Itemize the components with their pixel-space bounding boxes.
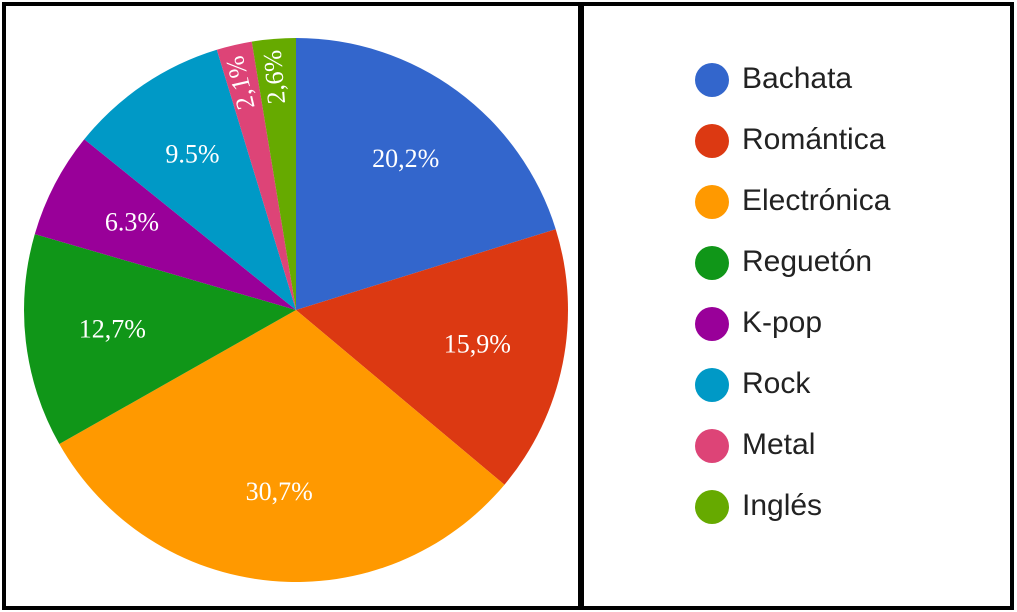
slice-label: 30,7% bbox=[246, 477, 313, 506]
pie-slice bbox=[251, 38, 296, 310]
pie-slice bbox=[216, 41, 296, 310]
legend-label: Reguetón bbox=[742, 245, 872, 278]
legend-label: Electrónica bbox=[742, 184, 891, 217]
pie-slice bbox=[59, 310, 505, 582]
legend-swatch bbox=[695, 63, 729, 97]
legend-label: Inglés bbox=[742, 489, 822, 522]
legend-swatch bbox=[695, 124, 729, 158]
slice-label: 2,6% bbox=[258, 49, 291, 105]
legend-label: Romántica bbox=[742, 123, 886, 156]
legend-swatch bbox=[695, 429, 729, 463]
slice-label: 12,7% bbox=[79, 314, 146, 343]
pie-slice bbox=[23, 234, 297, 445]
pie-slice bbox=[34, 139, 297, 310]
legend-swatch bbox=[695, 246, 729, 280]
legend-swatch bbox=[695, 185, 729, 219]
legend-label: Rock bbox=[742, 367, 811, 400]
pie: 20,2%15,9%30,7%12,7%6.3%9.5%2,1%2,6% bbox=[23, 38, 568, 582]
legend: Bachata Romántica Electrónica Reguetón K-pop… bbox=[695, 62, 891, 524]
pie-slice bbox=[296, 38, 556, 310]
legend-swatch bbox=[695, 490, 729, 524]
legend-swatch bbox=[695, 368, 729, 402]
legend-panel bbox=[580, 2, 1014, 610]
slice-label: 15,9% bbox=[444, 329, 511, 358]
slice-label: 20,2% bbox=[372, 144, 439, 173]
slice-label: 6.3% bbox=[105, 207, 159, 236]
legend-swatch bbox=[695, 307, 729, 341]
legend-label: Bachata bbox=[742, 62, 852, 95]
pie-slice bbox=[84, 49, 296, 310]
slice-label: 9.5% bbox=[165, 140, 219, 169]
legend-label: K-pop bbox=[742, 306, 822, 339]
pie-slice bbox=[296, 229, 568, 485]
legend-label: Metal bbox=[742, 428, 815, 461]
